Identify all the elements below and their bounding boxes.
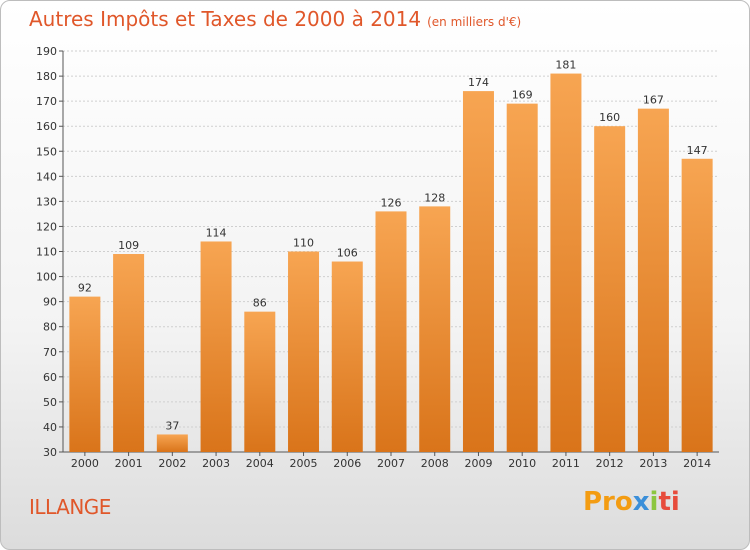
logo-part-1: Pro [583, 487, 633, 517]
data-label: 110 [293, 237, 314, 250]
x-tick-label: 2007 [377, 457, 405, 470]
proxiti-logo[interactable]: Proxiti [583, 487, 680, 517]
bar-2006 [331, 261, 363, 452]
y-tick-label: 50 [43, 396, 57, 409]
data-label: 114 [206, 226, 227, 239]
x-tick-label: 2014 [683, 457, 711, 470]
bar-2001 [113, 254, 145, 452]
y-tick-label: 160 [36, 120, 57, 133]
y-tick-label: 180 [36, 70, 57, 83]
x-tick-label: 2009 [464, 457, 492, 470]
y-tick-label: 70 [43, 346, 57, 359]
data-label: 126 [381, 196, 402, 209]
data-label: 160 [599, 111, 620, 124]
bar-2002 [156, 434, 188, 452]
chart-title: Autres Impôts et Taxes de 2000 à 2014 (en… [29, 7, 521, 31]
y-tick-label: 80 [43, 321, 57, 334]
x-tick-label: 2006 [333, 457, 361, 470]
data-label: 147 [687, 144, 708, 157]
bar-2010 [506, 103, 538, 452]
y-tick-label: 60 [43, 371, 57, 384]
y-tick-label: 190 [36, 45, 57, 58]
y-tick-label: 120 [36, 220, 57, 233]
x-tick-label: 2002 [158, 457, 186, 470]
bar-2012 [594, 126, 626, 452]
data-label: 174 [468, 76, 489, 89]
data-label: 167 [643, 94, 664, 107]
bar-2009 [462, 91, 494, 452]
bar-2011 [550, 73, 582, 453]
x-tick-label: 2005 [290, 457, 318, 470]
bar-2003 [200, 241, 232, 452]
y-tick-label: 100 [36, 271, 57, 284]
x-tick-label: 2008 [421, 457, 449, 470]
bar-2007 [375, 211, 407, 452]
x-tick-label: 2001 [115, 457, 143, 470]
bars [69, 73, 713, 453]
labels: 92 2000 109 2001 37 2002 114 2003 86 2004 110 2005 1… [71, 59, 711, 470]
x-tick-label: 2000 [71, 457, 99, 470]
y-tick-label: 30 [43, 446, 57, 459]
data-label: 37 [165, 419, 179, 432]
chart-unit: (en milliers d'€) [427, 15, 522, 29]
data-label: 86 [253, 297, 267, 310]
x-tick-label: 2013 [639, 457, 667, 470]
chart-title-text: Autres Impôts et Taxes de 2000 à 2014 [29, 7, 422, 31]
data-label: 109 [118, 239, 139, 252]
logo-part-3: i [649, 487, 659, 517]
y-tick-label: 140 [36, 170, 57, 183]
x-tick-label: 2004 [246, 457, 274, 470]
data-label: 106 [337, 247, 358, 260]
logo-part-2: x [632, 487, 650, 517]
data-label: 169 [512, 89, 533, 102]
y-tick-label: 130 [36, 195, 57, 208]
data-label: 181 [555, 59, 576, 72]
x-tick-label: 2011 [552, 457, 580, 470]
y-tick-label: 110 [36, 246, 57, 259]
x-tick-label: 2003 [202, 457, 230, 470]
y-tick-label: 40 [43, 421, 57, 434]
city-name: ILLANGE [29, 495, 111, 519]
bar-2000 [69, 296, 101, 452]
bar-2014 [681, 158, 713, 453]
bar-2005 [288, 251, 320, 452]
y-tick-label: 150 [36, 145, 57, 158]
x-tick-label: 2012 [596, 457, 624, 470]
data-label: 128 [424, 191, 445, 204]
y-tick-label: 90 [43, 296, 57, 309]
x-tick-label: 2010 [508, 457, 536, 470]
bar-2013 [637, 108, 669, 453]
y-tick-label: 170 [36, 95, 57, 108]
bar-2004 [244, 311, 276, 452]
bar-2008 [419, 206, 451, 452]
logo-part-4: ti [658, 487, 680, 517]
data-label: 92 [78, 282, 92, 295]
